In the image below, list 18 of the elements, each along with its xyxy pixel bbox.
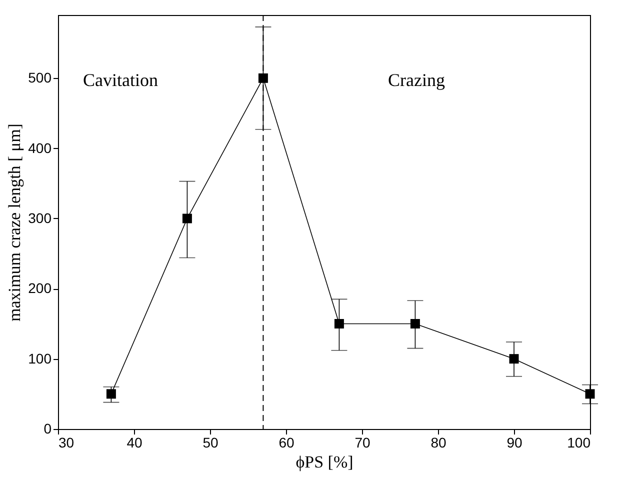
- x-tick-label: 50: [202, 434, 218, 450]
- y-axis-title: maximum craze length [ μm]: [5, 124, 24, 322]
- annotation: Crazing: [388, 70, 445, 90]
- annotation: Cavitation: [83, 70, 158, 90]
- x-tick-label: 60: [278, 434, 294, 450]
- x-tick-label: 90: [506, 434, 522, 450]
- x-tick-label: 80: [430, 434, 446, 450]
- x-tick-label: 100: [567, 434, 591, 450]
- x-tick-label: 40: [126, 434, 142, 450]
- y-tick-label: 300: [28, 210, 52, 226]
- y-tick-label: 500: [28, 70, 52, 86]
- x-axis-title: ϕPS [%]: [296, 452, 354, 472]
- y-tick-label: 400: [28, 140, 52, 156]
- x-tick-label: 30: [58, 434, 74, 450]
- x-tick-label: 70: [354, 434, 370, 450]
- y-tick-label: 0: [44, 420, 52, 436]
- y-tick-label: 100: [28, 350, 52, 366]
- y-tick-label: 200: [28, 280, 52, 296]
